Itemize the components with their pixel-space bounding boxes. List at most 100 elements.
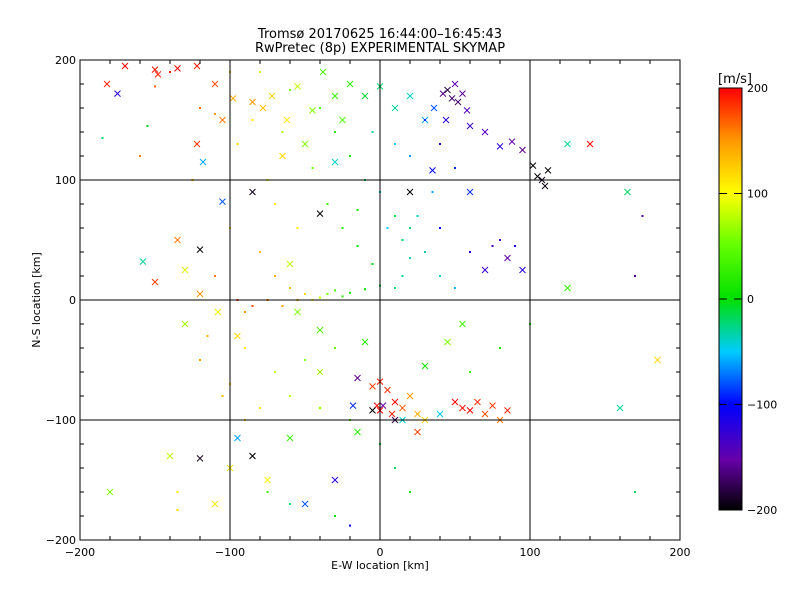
data-point-dot [319,107,321,109]
data-point-x [139,258,147,265]
data-point-x [529,162,537,169]
data-point-dot [394,467,396,469]
data-point-x [283,116,291,124]
data-point-x [229,95,237,102]
data-point-x [211,80,219,88]
colorbar-ticks: 200 100 0 −100 −200 [719,82,777,517]
x-tick-label: 0 [377,546,384,559]
data-point-dot [206,335,209,337]
data-point-dot [371,131,374,133]
data-point-dot [289,503,291,505]
data-point-dot [214,113,216,115]
data-point-x [534,173,541,180]
data-point-x [451,398,459,406]
data-point-x [544,167,552,174]
data-point-x [339,116,346,124]
data-point-dot [394,143,396,145]
data-point-x [459,320,466,328]
data-point-dot [334,131,336,133]
data-point-dot [304,359,306,361]
data-point-x [439,90,447,97]
data-point-x [154,71,162,78]
data-point-dot [634,275,636,277]
data-point-x [211,500,219,508]
data-point-x [466,407,474,414]
data-point-x [481,128,489,136]
data-point-x [616,404,624,412]
data-point-x [406,92,414,100]
data-point-x [429,167,436,174]
colorbar-tick-label: 100 [747,188,768,201]
data-point-dot [431,191,434,193]
data-point-dot [326,293,329,295]
colorbar-tick-label: −200 [747,504,777,517]
data-point-dot [364,288,366,291]
data-point-dot [439,227,441,229]
data-point-dot [356,245,359,247]
data-point-x [114,90,121,97]
data-point-dot [251,119,254,121]
data-point-x [448,95,456,102]
data-point-x [249,452,256,460]
data-point-dot [176,509,179,511]
data-point-dot [281,131,284,133]
data-point-dot [401,275,404,277]
data-point-x [489,402,496,409]
data-point-x [459,90,466,97]
data-point-dot [259,71,261,73]
data-point-x [309,107,316,114]
data-point-dot [334,515,336,517]
data-point-x [654,356,661,364]
data-point-x [508,138,516,145]
data-point-x [504,407,511,414]
data-point-dot [401,239,404,241]
data-point-dot [236,143,239,145]
x-axis-label: E-W location [km] [331,559,429,572]
data-point-x [564,284,571,292]
y-tick-label: −100 [46,414,76,427]
data-point-x [316,368,324,376]
colorbar-tick-label: −100 [747,399,777,412]
data-point-x [346,80,354,88]
data-point-dot [454,167,456,169]
data-point-x [496,143,504,150]
data-point-dot [439,143,441,145]
x-tick-label: −100 [215,546,245,559]
chart-title-line2: RwPretec (8p) EXPERIMENTAL SKYMAP [255,41,505,56]
data-point-dot [634,491,636,493]
data-point-dot [244,347,246,349]
data-point-x [234,332,241,340]
colorbar-label: [m/s] [718,72,752,87]
y-tick-label: 100 [55,174,76,187]
data-point-x [331,158,339,166]
data-point-x [504,254,511,262]
data-point-x [264,476,271,484]
points-layer [101,62,661,527]
x-tick-labels: −200 −100 0 100 200 [65,546,691,559]
data-point-dot [349,291,351,294]
data-point-x [444,86,451,94]
data-point-x [541,182,549,190]
colorbar-tick-label: 200 [747,82,768,95]
data-point-x [361,92,369,100]
data-point-x [316,326,324,334]
y-tick-label: 200 [55,54,76,67]
data-point-x [174,236,181,244]
data-point-x [391,104,399,112]
data-point-x [301,500,309,508]
data-point-dot [334,289,336,292]
data-point-dot [356,209,359,211]
data-point-dot [409,155,411,157]
data-point-dot [319,407,321,409]
y-tick-label: −200 [46,534,76,547]
data-point-x [106,488,114,496]
data-point-dot [409,257,411,259]
y-tick-label: 0 [69,294,76,307]
data-point-dot [281,305,284,307]
data-point-x [181,266,189,274]
data-point-dot [259,407,261,409]
data-point-x [301,140,309,148]
data-point-dot [244,311,246,313]
data-point-x [214,308,222,316]
data-point-dot [341,227,344,229]
